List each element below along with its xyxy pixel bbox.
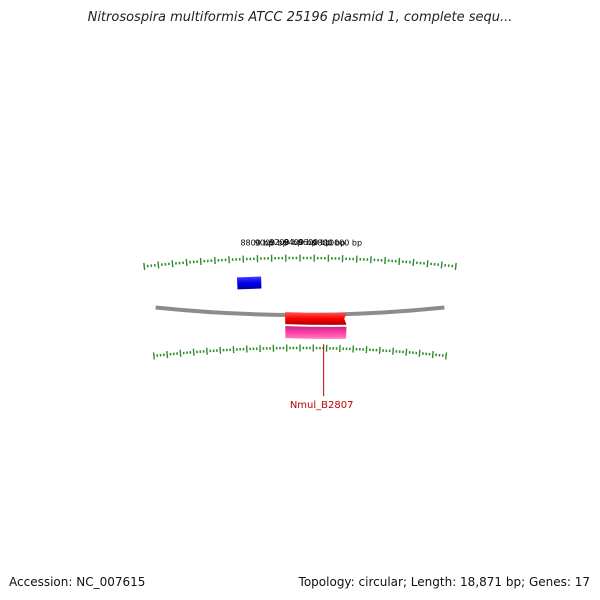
major-tick bbox=[166, 350, 169, 359]
gene-feature[interactable] bbox=[285, 312, 347, 325]
tick-label: 10000 bp bbox=[324, 239, 362, 248]
major-tick bbox=[412, 258, 415, 267]
major-tick bbox=[440, 261, 443, 269]
major-tick bbox=[431, 350, 434, 359]
tick-label: 9600 bp bbox=[298, 238, 331, 247]
tick-label: 9400 bp bbox=[283, 238, 316, 247]
summary-text: Topology: circular; Length: 18,871 bp; G… bbox=[298, 575, 590, 589]
inner-tick-ring bbox=[152, 344, 448, 360]
major-tick bbox=[179, 349, 182, 357]
map-title: Nitrosospira multiformis ATCC 25196 plas… bbox=[87, 10, 513, 25]
feature-group bbox=[236, 276, 347, 339]
cds-feature[interactable] bbox=[285, 326, 347, 339]
tick-label: 9200 bp bbox=[269, 238, 302, 247]
major-tick bbox=[185, 258, 188, 267]
tick-label: 9000 bp bbox=[255, 238, 288, 247]
major-tick bbox=[192, 348, 195, 356]
outer-tick-ring bbox=[143, 254, 457, 270]
major-tick bbox=[157, 261, 160, 269]
major-tick bbox=[405, 348, 408, 356]
gene-label-group: Nmul_B2807 bbox=[290, 344, 354, 411]
major-tick bbox=[444, 352, 448, 360]
gene-feature[interactable] bbox=[236, 276, 262, 290]
major-tick bbox=[143, 262, 146, 270]
tick-label: 9800 bp bbox=[312, 238, 345, 247]
gene-label[interactable]: Nmul_B2807 bbox=[290, 400, 354, 411]
major-tick bbox=[418, 349, 421, 357]
major-tick bbox=[426, 260, 429, 268]
major-tick bbox=[171, 260, 174, 268]
major-tick bbox=[454, 262, 457, 270]
accession-text: Accession: NC_007615 bbox=[9, 575, 146, 589]
major-tick bbox=[152, 352, 156, 360]
tick-label: 8800 bp bbox=[240, 239, 273, 248]
